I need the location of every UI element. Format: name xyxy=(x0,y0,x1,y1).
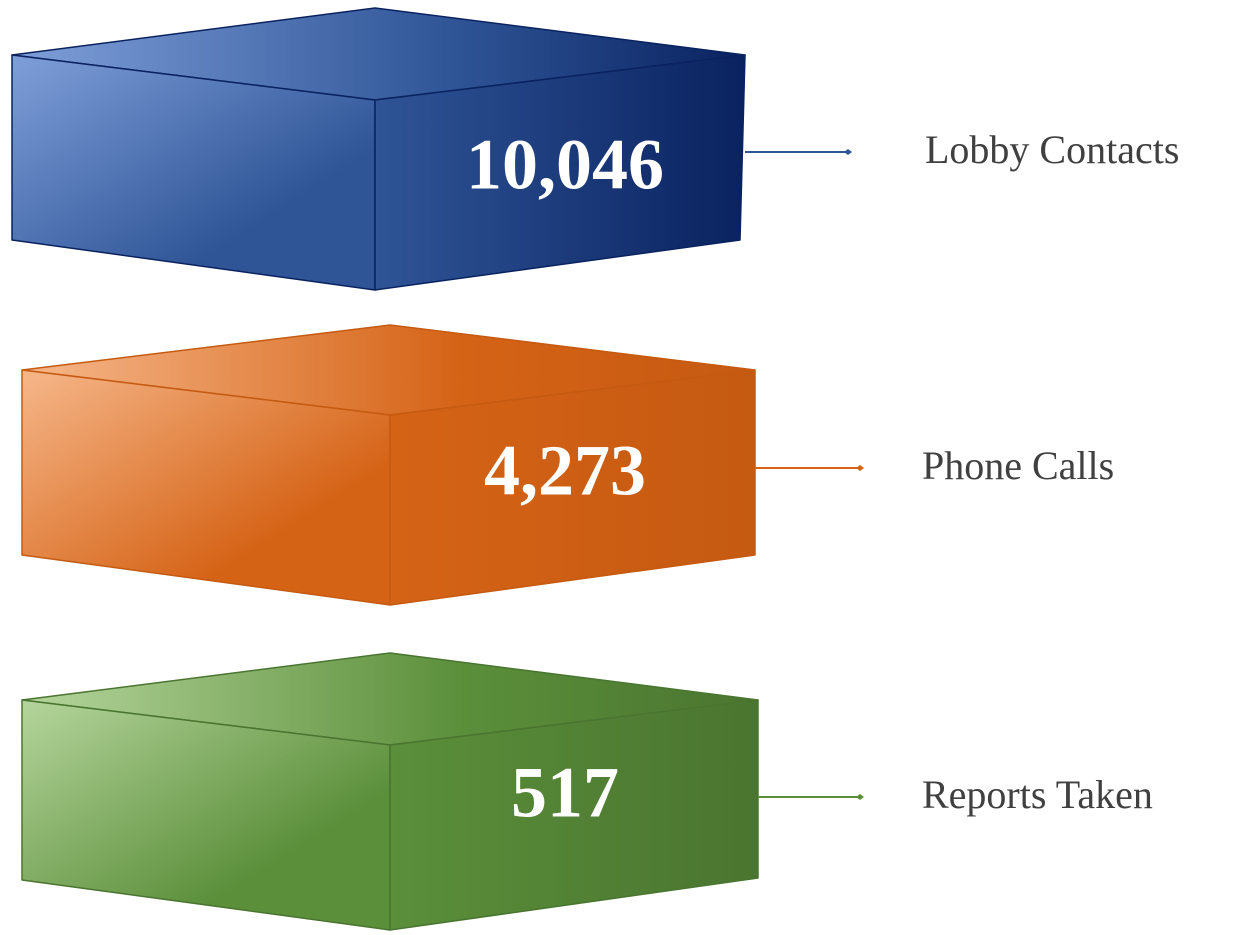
item-label: Lobby Contacts xyxy=(925,127,1179,172)
box-right xyxy=(374,54,746,291)
box-value: 4,273 xyxy=(484,431,646,511)
box-value: 517 xyxy=(511,753,619,833)
box xyxy=(11,7,746,291)
connector-end xyxy=(844,149,852,155)
connector-end xyxy=(856,465,864,471)
box xyxy=(21,652,759,931)
item-label: Reports Taken xyxy=(922,772,1153,817)
box-value: 10,046 xyxy=(466,125,664,205)
box-right xyxy=(389,369,756,606)
box xyxy=(21,324,756,606)
box-right xyxy=(389,699,759,931)
connector-end xyxy=(856,794,864,800)
item-label: Phone Calls xyxy=(922,443,1114,488)
